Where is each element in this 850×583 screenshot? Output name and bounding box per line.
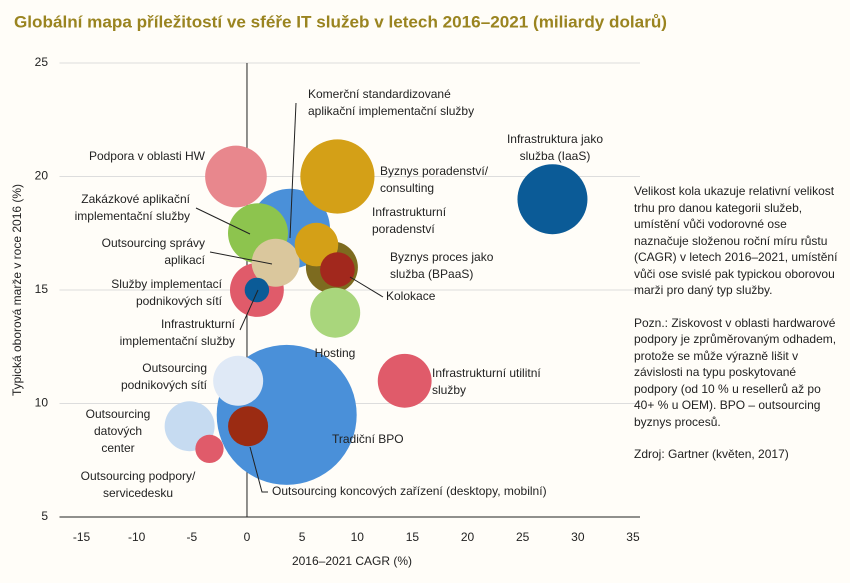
bubble-label: podnikových sítí [136,294,223,308]
y-tick-label: 5 [41,509,48,523]
x-tick-label: -15 [73,530,91,544]
leader-line [239,289,259,331]
bubble [251,238,300,287]
bubble-label: Byznys poradenství/ [380,164,489,178]
bubble-label: Outsourcing [86,407,151,421]
x-tick-label: 20 [461,530,475,544]
y-tick-label: 10 [35,396,49,410]
bubble-label: podnikových sítí [121,378,208,392]
bubble-label: servicedesku [103,486,173,500]
x-tick-label: 0 [244,530,251,544]
note: Velikost kola ukazuje relativní velikost… [634,184,838,297]
chart-title: Globální mapa příležitostí ve sféře IT s… [14,12,667,31]
x-tick-label: 5 [299,530,306,544]
x-tick-label: -5 [187,530,198,544]
y-axis-label: Typická oborová marže v roce 2016 (%) [10,184,24,396]
notes: Velikost kola ukazuje relativní velikost… [634,183,840,479]
bubble [244,277,270,303]
bubble-label: aplikací [164,253,205,267]
bubble-label: Podpora v oblasti HW [89,149,206,163]
leader-line [209,251,273,265]
bubble-label: Outsourcing [142,361,207,375]
bubble [228,406,269,447]
x-tick-label: -10 [128,530,146,544]
x-tick-label: 30 [571,530,585,544]
y-tick-label: 20 [35,169,49,183]
bubble-label: implementační služby [75,209,190,223]
bubble [377,353,432,408]
bubble-label: Outsourcing koncových zařízení (desktopy… [272,484,547,498]
bubble [320,252,355,287]
bubble-label: Outsourcing podpory/ [81,469,196,483]
bubble-label: implementační služby [120,334,235,348]
bubble-label: Outsourcing správy [102,236,205,250]
x-tick-label: 25 [516,530,530,544]
bubble-label: Služby implementací [111,277,222,291]
bubble [300,139,375,214]
bubble-label: datových [94,424,142,438]
leader-line [349,276,384,298]
bubble-label: Infrastrukturní [372,205,447,219]
bubble-label: Infrastrukturní utilitní [432,366,541,380]
bubble-label: consulting [380,181,434,195]
y-tick-label: 15 [35,282,49,296]
bubble-label: služba (IaaS) [520,149,591,163]
note: Pozn.: Ziskovost v oblasti hardwarové po… [634,315,837,429]
bubble [310,287,361,338]
note: Zdroj: Gartner (květen, 2017) [634,447,789,461]
x-tick-label: 10 [351,530,365,544]
x-tick-label: 15 [406,530,420,544]
bubble [205,145,267,208]
bubble [195,434,224,464]
bubble-label: Tradiční BPO [332,432,404,446]
bubble-label: služby [432,383,466,397]
bubble-label: Zakázkové aplikační [81,192,190,206]
bubble-label: Byznys proces jako [390,250,494,264]
bubble-label: Infrastruktura jako [507,132,603,146]
bubble [213,355,264,406]
x-axis-label: 2016–2021 CAGR (%) [292,554,412,568]
bubble-label: aplikační implementační služby [308,104,474,118]
bubble-label: center [101,441,134,455]
leader-line [195,207,251,235]
bubble [517,164,588,235]
bubble-label: poradenství [372,222,435,236]
leader-line [289,102,297,239]
leader-line [249,446,268,493]
bubble-label: Komerční standardizované [308,87,451,101]
y-tick-label: 25 [35,55,49,69]
bubble-label: služba (BPaaS) [390,267,473,281]
bubble-label: Hosting [315,346,356,360]
bubble-label: Infrastrukturní [161,317,236,331]
bubble-label: Kolokace [386,289,436,303]
x-tick-label: 35 [626,530,640,544]
